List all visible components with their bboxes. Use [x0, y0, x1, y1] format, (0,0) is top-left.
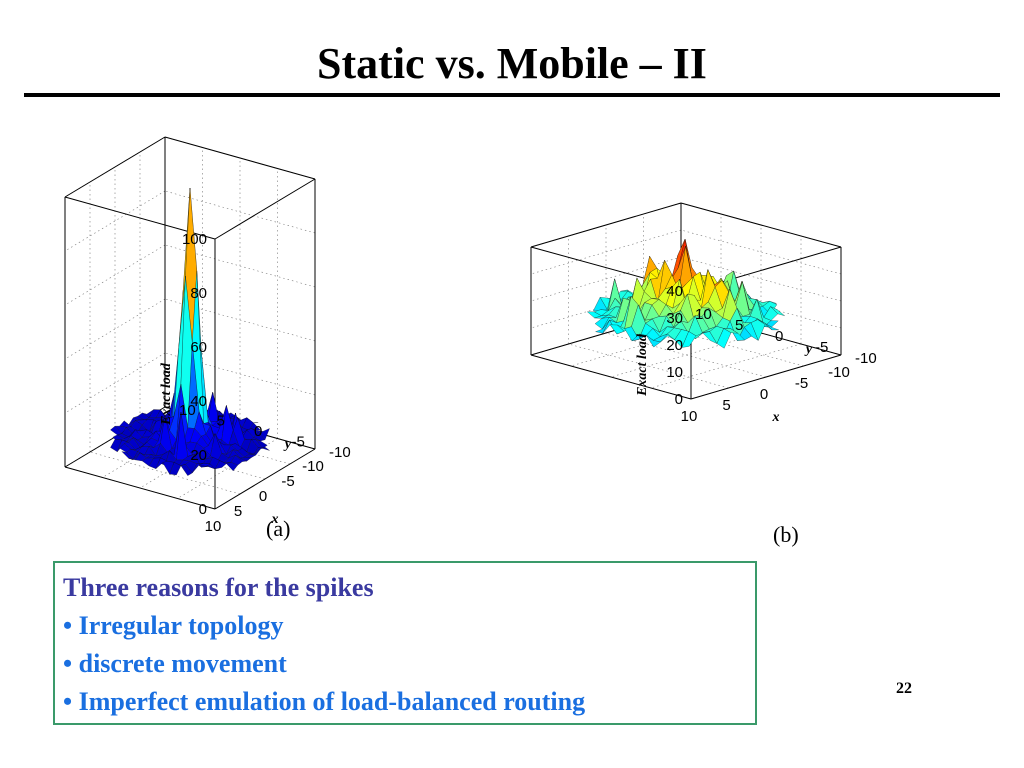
caption-b: (b)	[773, 522, 799, 547]
x-tick-label: -5	[281, 473, 294, 490]
z-tick-label: 60	[190, 339, 207, 356]
z-tick-label: 10	[666, 364, 683, 381]
x-tick-label: 10	[681, 408, 698, 425]
reason-item: • Irregular topology	[63, 611, 284, 640]
reason-item: • discrete movement	[63, 649, 287, 678]
x-axis-label: x	[271, 512, 279, 527]
reasons-box: Three reasons for the spikes • Irregular…	[53, 561, 757, 725]
z-tick-label: 80	[190, 285, 207, 302]
z-tick-label: 40	[666, 283, 683, 300]
box-edge	[690, 354, 842, 400]
reason-item: • Imperfect emulation of load-balanced r…	[63, 687, 586, 716]
gridline	[568, 343, 729, 389]
gridline	[643, 321, 804, 367]
gridline	[64, 190, 166, 252]
box-edge	[680, 202, 842, 248]
gridline	[605, 332, 767, 378]
y-tick-label: -5	[815, 339, 828, 356]
slide-title: Static vs. Mobile – II	[317, 39, 707, 88]
x-tick-label: -10	[302, 458, 324, 475]
z-axis-label: Exact load	[159, 362, 174, 426]
x-tick-label: 5	[234, 503, 242, 520]
box-edge	[530, 354, 692, 400]
y-tick-label: 10	[179, 402, 196, 419]
y-tick-label: 5	[217, 413, 225, 430]
z-tick-label: 0	[675, 391, 683, 408]
z-tick-label: 40	[190, 393, 207, 410]
surface-facet	[702, 331, 718, 345]
y-tick-label: -5	[292, 434, 305, 451]
surface-mesh-b	[586, 238, 785, 349]
x-tick-label: -10	[828, 364, 850, 381]
title-rule	[24, 93, 1000, 97]
box-edge	[530, 202, 682, 248]
y-tick-label: 5	[735, 317, 743, 334]
z-tick-label: 0	[199, 501, 207, 518]
caption-a: (a)	[266, 516, 291, 541]
box-edge	[214, 448, 316, 510]
x-tick-label: 0	[259, 488, 267, 505]
z-tick-label: 20	[666, 337, 683, 354]
y-tick-label: 10	[695, 306, 712, 323]
x-tick-label: -5	[795, 375, 808, 392]
x-tick-label: 0	[760, 386, 768, 403]
gridline	[64, 298, 166, 360]
surface-facet	[681, 331, 697, 348]
z-tick-label: 100	[182, 231, 207, 248]
z-axis-label: Exact load	[635, 333, 650, 397]
gridline	[89, 451, 241, 495]
box-edge	[164, 136, 316, 180]
z-tick-label: 20	[190, 447, 207, 464]
gridline	[64, 244, 166, 306]
z-tick-label: 30	[666, 310, 683, 327]
gridline	[680, 229, 842, 275]
surface-facet	[198, 463, 212, 467]
reasons-heading: Three reasons for the spikes	[63, 573, 374, 602]
x-axis-label: x	[772, 410, 780, 425]
gridline	[680, 283, 842, 329]
y-tick-label: 0	[775, 328, 783, 345]
surface-mesh-a	[110, 187, 270, 476]
y-axis-label: y	[804, 342, 813, 357]
y-tick-label: -10	[855, 350, 877, 367]
x-tick-label: 10	[205, 518, 222, 535]
surface-facet	[169, 462, 182, 476]
gridline	[64, 352, 166, 414]
box-edge	[64, 136, 166, 198]
box-edge	[64, 466, 216, 510]
y-axis-label: y	[283, 437, 292, 452]
box-edge	[214, 178, 316, 240]
surface-facet	[646, 335, 662, 348]
gridline	[680, 256, 842, 302]
x-tick-label: 5	[722, 397, 730, 414]
page-number: 22	[896, 680, 912, 697]
surface-facet	[214, 460, 227, 470]
y-tick-label: -10	[329, 444, 351, 461]
y-tick-label: 0	[254, 423, 262, 440]
